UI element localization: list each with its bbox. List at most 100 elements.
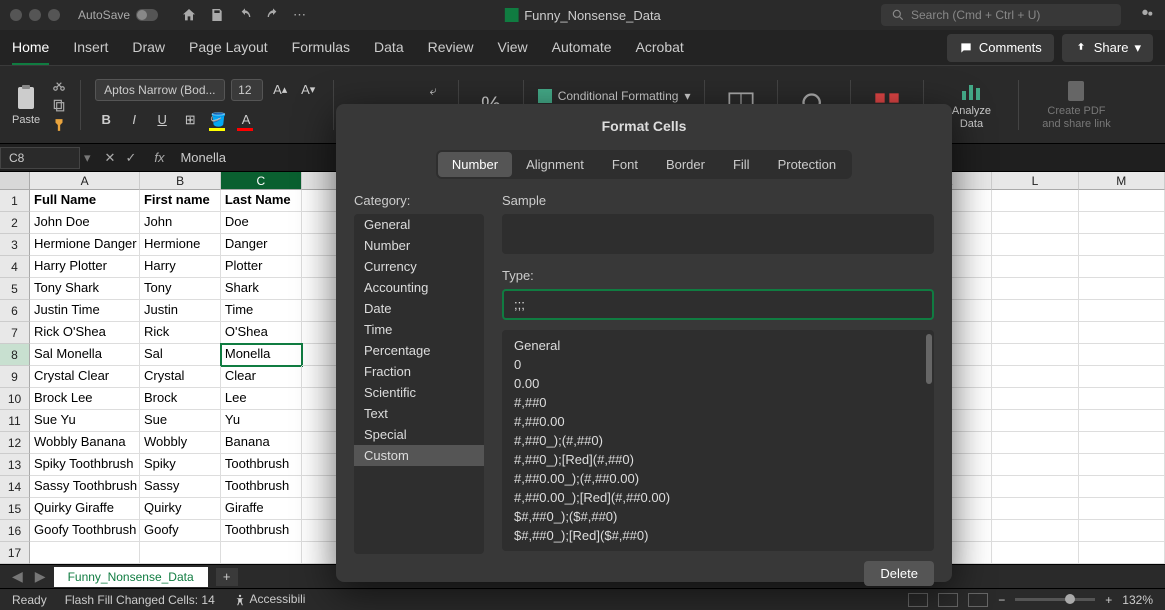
cell[interactable]: Wobbly	[140, 432, 221, 454]
cell[interactable]	[1079, 410, 1165, 432]
type-list-item[interactable]: #,##0_);[Red](#,##0)	[502, 450, 934, 469]
cell[interactable]	[30, 542, 140, 564]
undo-icon[interactable]	[237, 7, 253, 23]
cell[interactable]	[992, 256, 1078, 278]
ribbon-tab-insert[interactable]: Insert	[73, 31, 108, 65]
format-painter-icon[interactable]	[52, 118, 66, 132]
enter-icon[interactable]: ✓	[125, 150, 136, 166]
category-item[interactable]: General	[354, 214, 484, 235]
cell[interactable]: Quirky	[140, 498, 221, 520]
row-header[interactable]: 5	[0, 278, 30, 300]
ribbon-tab-formulas[interactable]: Formulas	[292, 31, 350, 65]
fx-icon[interactable]: fx	[146, 150, 172, 165]
row-header[interactable]: 2	[0, 212, 30, 234]
type-list-item[interactable]: #,##0.00_);[Red](#,##0.00)	[502, 488, 934, 507]
cell[interactable]: Brock	[140, 388, 221, 410]
cell[interactable]: Sue Yu	[30, 410, 140, 432]
category-list[interactable]: GeneralNumberCurrencyAccountingDateTimeP…	[354, 214, 484, 554]
page-break-view-icon[interactable]	[968, 593, 988, 607]
align-middle-icon[interactable]	[369, 85, 387, 103]
prev-sheet-icon[interactable]: ◀	[8, 568, 27, 585]
category-item[interactable]: Percentage	[354, 340, 484, 361]
cell[interactable]	[992, 212, 1078, 234]
cell[interactable]: Sassy	[140, 476, 221, 498]
category-item[interactable]: Time	[354, 319, 484, 340]
cell[interactable]	[1079, 212, 1165, 234]
cell[interactable]	[1079, 322, 1165, 344]
cell[interactable]	[992, 344, 1078, 366]
type-list-item[interactable]: #,##0	[502, 393, 934, 412]
row-header[interactable]: 4	[0, 256, 30, 278]
page-layout-view-icon[interactable]	[938, 593, 958, 607]
conditional-formatting-button[interactable]: Conditional Formatting ▾	[538, 89, 691, 103]
cell[interactable]: Tony	[140, 278, 221, 300]
row-header[interactable]: 16	[0, 520, 30, 542]
category-item[interactable]: Fraction	[354, 361, 484, 382]
underline-button[interactable]: U	[151, 109, 173, 131]
type-list-item[interactable]: $#,##0_);($#,##0)	[502, 507, 934, 526]
cell[interactable]: Rick O'Shea	[30, 322, 140, 344]
cell[interactable]	[1079, 498, 1165, 520]
cell[interactable]: Yu	[221, 410, 302, 432]
cell[interactable]	[1079, 388, 1165, 410]
cell[interactable]: Time	[221, 300, 302, 322]
sheet-tab[interactable]: Funny_Nonsense_Data	[54, 567, 208, 587]
cell[interactable]	[1079, 300, 1165, 322]
cell[interactable]: Full Name	[30, 190, 140, 212]
column-header[interactable]: B	[140, 172, 221, 190]
cell[interactable]	[992, 432, 1078, 454]
row-header[interactable]: 8	[0, 344, 30, 366]
cell[interactable]: Tony Shark	[30, 278, 140, 300]
column-header[interactable]: L	[992, 172, 1078, 190]
ribbon-tab-draw[interactable]: Draw	[132, 31, 165, 65]
ribbon-tab-automate[interactable]: Automate	[552, 31, 612, 65]
cell[interactable]	[992, 300, 1078, 322]
cell[interactable]: Justin	[140, 300, 221, 322]
cell[interactable]: John	[140, 212, 221, 234]
cell[interactable]: Sue	[140, 410, 221, 432]
cell[interactable]	[1079, 190, 1165, 212]
type-list-item[interactable]: 0	[502, 355, 934, 374]
cell[interactable]: Lee	[221, 388, 302, 410]
save-icon[interactable]	[209, 7, 225, 23]
close-window[interactable]	[10, 9, 22, 21]
add-sheet-button[interactable]: +	[216, 568, 238, 586]
status-accessibility[interactable]: Accessibili	[233, 592, 306, 607]
cell[interactable]	[1079, 542, 1165, 564]
row-header[interactable]: 17	[0, 542, 30, 564]
comments-button[interactable]: Comments	[947, 34, 1054, 62]
font-color-button[interactable]: A	[235, 109, 257, 131]
normal-view-icon[interactable]	[908, 593, 928, 607]
zoom-out-icon[interactable]: −	[998, 593, 1005, 607]
redo-icon[interactable]	[265, 7, 281, 23]
name-box[interactable]: C8	[0, 147, 80, 169]
name-box-dropdown-icon[interactable]: ▾	[80, 150, 95, 166]
next-sheet-icon[interactable]: ▶	[31, 568, 50, 585]
border-button[interactable]: ⊞	[179, 109, 201, 131]
italic-button[interactable]: I	[123, 109, 145, 131]
cut-icon[interactable]	[52, 78, 66, 92]
cell[interactable]	[1079, 366, 1165, 388]
cell[interactable]	[992, 234, 1078, 256]
ribbon-tab-page-layout[interactable]: Page Layout	[189, 31, 268, 65]
row-header[interactable]: 12	[0, 432, 30, 454]
row-header[interactable]: 13	[0, 454, 30, 476]
category-item[interactable]: Currency	[354, 256, 484, 277]
cell[interactable]	[992, 542, 1078, 564]
row-header[interactable]: 11	[0, 410, 30, 432]
font-size-select[interactable]: 12	[231, 79, 263, 101]
dialog-tab-alignment[interactable]: Alignment	[512, 152, 598, 177]
cell[interactable]: Hermione	[140, 234, 221, 256]
dialog-tab-protection[interactable]: Protection	[764, 152, 851, 177]
font-name-select[interactable]: Aptos Narrow (Bod...	[95, 79, 225, 101]
cell[interactable]: Crystal Clear	[30, 366, 140, 388]
dialog-tab-font[interactable]: Font	[598, 152, 652, 177]
category-item[interactable]: Date	[354, 298, 484, 319]
cell[interactable]	[1079, 432, 1165, 454]
dialog-tab-border[interactable]: Border	[652, 152, 719, 177]
category-item[interactable]: Custom	[354, 445, 484, 466]
cell[interactable]: Justin Time	[30, 300, 140, 322]
dialog-tab-number[interactable]: Number	[438, 152, 512, 177]
bold-button[interactable]: B	[95, 109, 117, 131]
cell[interactable]: Toothbrush	[221, 454, 302, 476]
